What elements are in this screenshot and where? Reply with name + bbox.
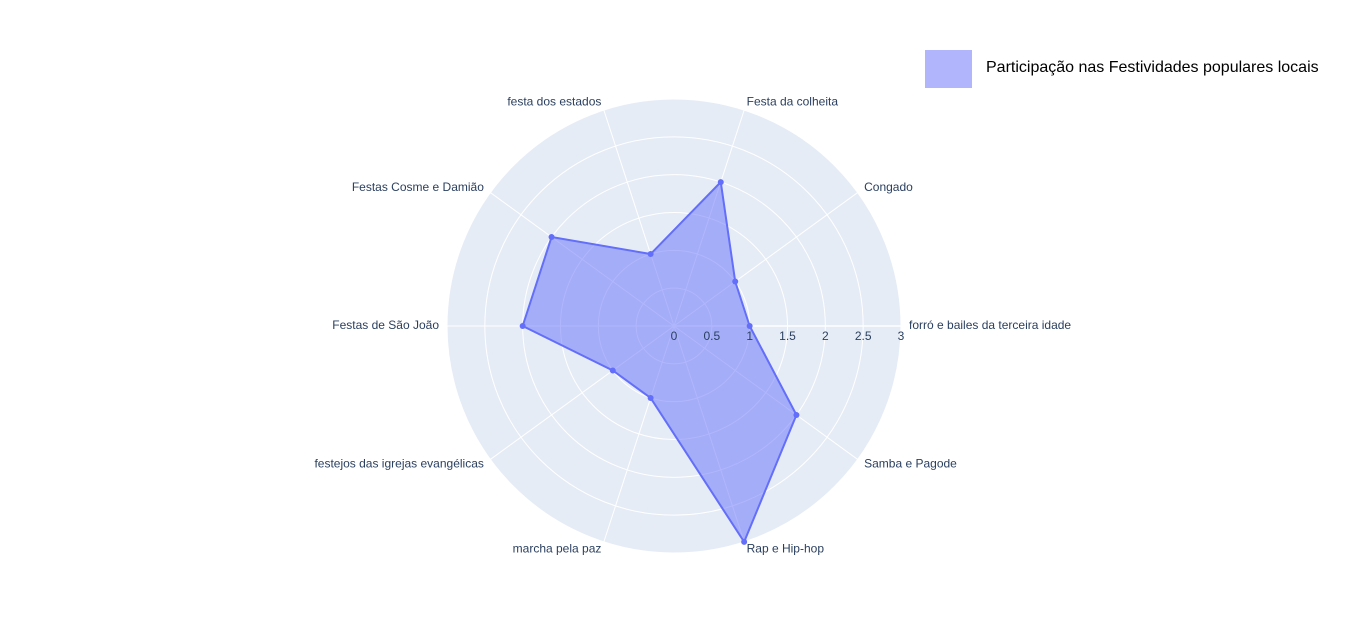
radar-point: [746, 323, 753, 329]
radial-tick-label: 1.5: [779, 329, 796, 343]
radar-point: [519, 323, 526, 329]
radial-tick-label: 1: [746, 329, 753, 343]
angular-tick-label: marcha pela paz: [513, 542, 602, 556]
angular-tick-label: Festas Cosme e Damião: [352, 180, 484, 194]
radial-tick-label: 2: [822, 329, 829, 343]
radar-point: [793, 411, 800, 418]
angular-tick-label: Samba e Pagode: [864, 456, 957, 470]
radial-tick-label: 0: [671, 329, 678, 343]
legend-text: Participação nas Festividades populares …: [986, 59, 1319, 76]
radar-point: [548, 234, 555, 241]
radial-tick-label: 0.5: [703, 329, 720, 343]
radar-point: [717, 179, 724, 186]
angular-tick-label: Festa da colheita: [747, 95, 839, 109]
radial-tick-label: 3: [898, 329, 905, 343]
radar-point: [609, 367, 616, 374]
angular-tick-label: Congado: [864, 180, 913, 194]
angular-tick-label: festa dos estados: [507, 95, 601, 109]
angular-tick-label: Festas de São João: [332, 318, 439, 332]
radar-point: [732, 278, 739, 285]
radar-point: [647, 251, 654, 258]
angular-tick-label: forró e bailes da terceira idade: [909, 318, 1071, 332]
legend-swatch: [925, 50, 972, 88]
radar-point: [741, 538, 748, 545]
radar-point: [647, 394, 654, 401]
radial-tick-label: 2.5: [855, 329, 872, 343]
angular-tick-label: festejos das igrejas evangélicas: [314, 456, 483, 470]
angular-tick-label: Rap e Hip-hop: [747, 542, 825, 556]
